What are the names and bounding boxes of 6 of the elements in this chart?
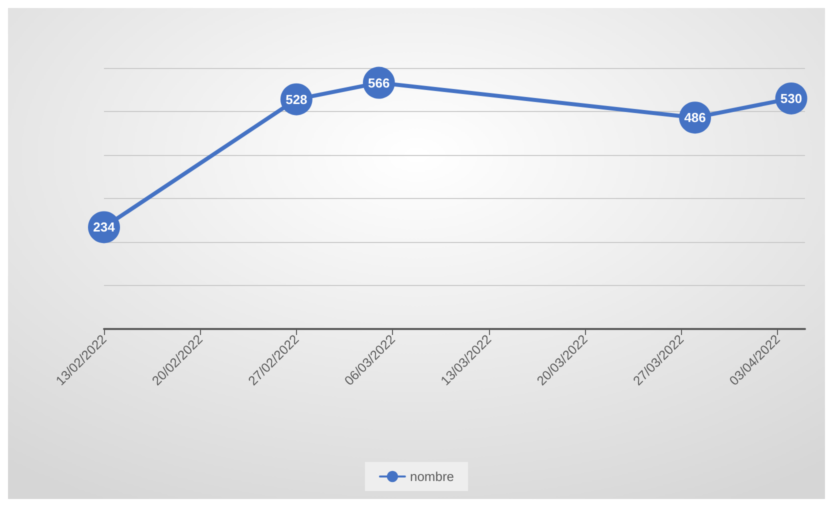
legend-label: nombre xyxy=(410,469,454,484)
data-label: 234 xyxy=(93,220,116,235)
data-label: 530 xyxy=(780,90,802,106)
data-label: 566 xyxy=(368,75,390,90)
data-label: 486 xyxy=(684,110,706,126)
data-label: 528 xyxy=(286,92,308,107)
